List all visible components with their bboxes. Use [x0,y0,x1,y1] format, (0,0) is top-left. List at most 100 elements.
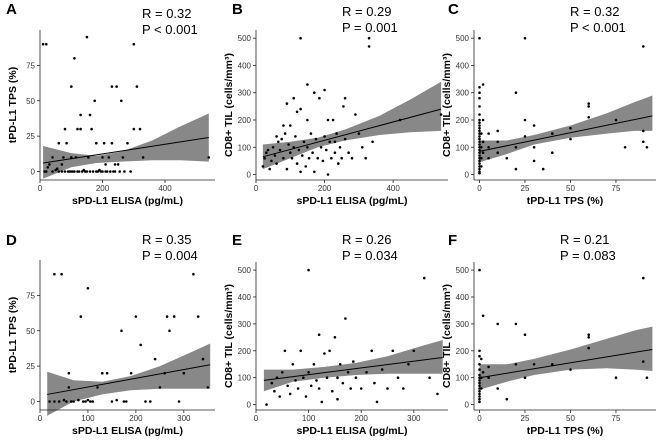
panel-f: 0 25 50 75 0 100 200 300 400 500 tPD-L1 TPS (%) CD8… [441,232,656,437]
panel-d-data-point [192,272,195,276]
panel-a-data-point [76,127,79,131]
panel-d-data-point [120,329,123,333]
panel-b-data-point [326,118,330,122]
panel-d-data-point [110,400,114,403]
panel-a-data-point [90,127,93,131]
panel-f-data-point [478,397,481,401]
panel-b-data-point [285,167,289,171]
panel-a-data-point [120,99,123,103]
panel-a-data-point [45,170,48,173]
panel-c-data-point [478,135,481,138]
panel-c-y-tick-label: 200 [456,116,470,125]
panel-d-data-point [206,386,210,389]
panel-c-data-point [642,140,645,144]
panel-e-data-point [288,392,292,396]
panel-b-data-point [306,146,309,149]
panel-b-data-point [367,45,371,48]
panel-e-data-point [302,376,305,380]
panel-a-data-point [79,113,82,117]
panel-f-data-point [478,379,481,382]
panel-c-data-point [551,151,554,154]
panel-f-data-point [496,387,500,390]
panel-a-p-value: P < 0.001 [142,22,198,37]
panel-f-data-point [569,368,572,371]
panel-b-data-point [277,140,280,144]
panel-b-data-point [295,162,299,165]
panel-e-data-point [270,381,274,385]
panel-d-x-tick-label: 300 [177,414,191,423]
panel-a-data-point [48,163,51,166]
panel-a-x-tick-label: 0 [38,184,43,193]
panel-b-data-point [289,151,292,154]
panel-e-data-point [273,389,276,393]
panel-a-data-point [77,170,81,173]
panel-a-data-point [123,170,126,173]
panel-e-y-tick-label: 200 [238,347,252,356]
panel-b-data-point [309,132,313,135]
panel-e-data-point [312,363,316,366]
panel-d-data-point [139,343,142,347]
panel-c-x-tick-label: 0 [477,184,482,193]
panel-d-data-point [122,400,126,403]
panel-e-y-tick-label: 400 [238,293,252,302]
panel-a-y-tick-label: 75 [26,61,35,70]
panel-a-letter: A [6,1,17,18]
panel-b-data-point [299,107,302,111]
panel-b-data-point [313,170,316,174]
panel-c-x-tick-label: 75 [612,184,621,193]
panel-b-data-point [333,140,337,144]
panel-e-x-axis-title: sPD-L1 ELISA (pg/mL) [296,425,407,437]
panel-c-data-point [514,146,518,149]
panel-a-data-point [51,156,54,159]
panel-b-letter: B [232,1,243,18]
panel-a-data-point [41,42,45,46]
panel-a-data-point [116,163,120,166]
panel-d-data-point [101,371,104,375]
panel-f-data-point [478,389,481,393]
panel-c-y-axis-title: CD8+ TIL (cells/mm³) [441,53,453,157]
panel-b-data-point [295,110,299,114]
panel-a-data-point [110,141,114,145]
panel-c-data-point [478,140,481,144]
panel-e-data-point [283,349,287,353]
panel-b-data-point [313,91,316,94]
panel-e-data-point [286,384,289,388]
panel-a-data-point [93,99,96,103]
panel-c-data-point [496,151,500,154]
panel-a-data-point [135,85,139,88]
panel-a-y-axis-title: tPD-L1 TPS (%) [7,67,19,143]
panel-c-regression-line [479,115,653,152]
panel-f-y-tick-label: 500 [456,266,470,275]
panel-f-data-point [480,387,483,390]
panel-e-data-point [307,268,310,272]
panel-d-y-tick-label: 25 [26,362,35,371]
panel-b-data-point [268,167,272,171]
panel-f-x-tick-label: 0 [477,414,482,423]
panel-b-data-point [265,151,268,154]
panel-b-data-point [318,96,321,100]
panel-e-x-tick-label: 100 [302,414,316,423]
panel-b-r-value: R = 0.29 [342,4,392,19]
panel-f-data-point [478,349,481,353]
panel-c-data-point [478,113,481,116]
panel-f-data-point [478,373,481,377]
panel-c-data-point [478,151,481,154]
panel-c-data-point [478,126,481,130]
panel-b-data-point [371,140,374,144]
panel-d-data-point [60,272,63,276]
panel-f-data-point [480,357,483,361]
panel-a-confidence-band [43,113,209,179]
panel-b-data-point [338,146,342,149]
panel-a-data-point [91,170,95,173]
panel-a-data-point [85,35,89,39]
panel-d-letter: D [6,232,17,249]
panel-c-data-point [480,146,483,149]
panel-f-data-point [523,376,527,380]
panel-e-data-point [365,371,368,374]
panel-a-data-point [207,156,211,159]
panel-d-data-point [65,400,68,403]
panel-d-data-point [158,386,162,389]
panel-e-data-point [333,336,337,339]
panel-b-data-point [275,135,278,138]
panel-c-data-point [532,146,536,149]
